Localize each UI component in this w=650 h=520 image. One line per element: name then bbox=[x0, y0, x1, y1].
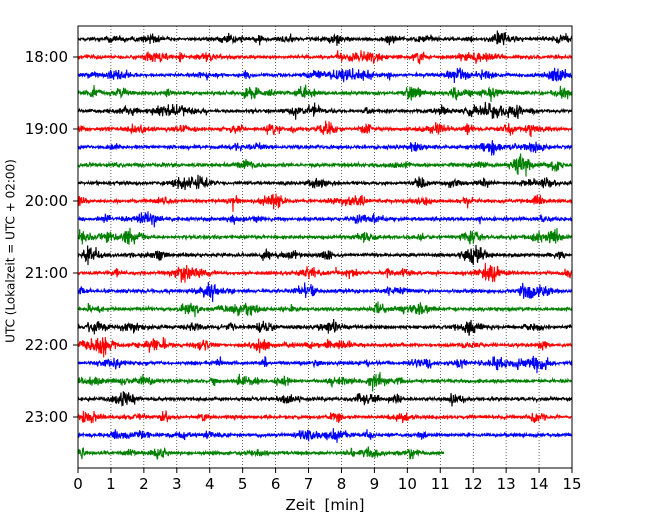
plot-frame bbox=[77, 25, 573, 469]
trace-line bbox=[77, 227, 573, 245]
trace-line bbox=[77, 262, 573, 283]
y-tick-label: 20:00 bbox=[25, 192, 68, 210]
y-axis: 18:00 19:00 20:00 21:00 22:00 23:00 bbox=[25, 48, 78, 426]
trace-line bbox=[77, 84, 573, 102]
trace-line bbox=[77, 372, 573, 392]
x-tick-label: 3 bbox=[172, 475, 182, 493]
y-tick-label: 23:00 bbox=[25, 408, 68, 426]
trace-line bbox=[77, 50, 573, 65]
trace-line bbox=[77, 301, 573, 318]
trace-line bbox=[77, 318, 573, 336]
y-tick-label: 21:00 bbox=[25, 264, 68, 282]
x-axis-label: Zeit [min] bbox=[285, 496, 364, 514]
x-tick-label: 9 bbox=[370, 475, 380, 493]
y-tick-label: 19:00 bbox=[25, 120, 68, 138]
trace-line bbox=[77, 336, 573, 358]
trace-line bbox=[77, 410, 573, 424]
trace-line bbox=[77, 211, 573, 228]
x-tick-label: 1 bbox=[106, 475, 116, 493]
trace-line bbox=[77, 101, 573, 120]
x-tick-label: 13 bbox=[497, 475, 516, 493]
x-tick-label: 5 bbox=[238, 475, 248, 493]
trace-line bbox=[77, 282, 573, 303]
x-tick-label: 10 bbox=[398, 475, 417, 493]
x-tick-label: 6 bbox=[271, 475, 281, 493]
trace-line bbox=[77, 120, 573, 138]
trace-line bbox=[77, 428, 573, 443]
x-tick-label: 12 bbox=[464, 475, 483, 493]
trace-line bbox=[77, 30, 573, 46]
x-axis: 0 1 2 3 4 5 6 7 8 9 10 11 12 13 14 15 bbox=[73, 468, 582, 493]
x-tick-label: 8 bbox=[337, 475, 347, 493]
x-tick-label: 7 bbox=[304, 475, 314, 493]
trace-layer bbox=[77, 30, 573, 460]
x-tick-label: 2 bbox=[139, 475, 149, 493]
trace-line bbox=[77, 193, 573, 212]
x-tick-label: 4 bbox=[205, 475, 215, 493]
trace-line bbox=[77, 355, 573, 374]
trace-line bbox=[77, 67, 573, 84]
y-axis-label: UTC (Lokalzeit = UTC + 02:00) bbox=[4, 159, 18, 343]
trace-line bbox=[77, 446, 445, 460]
trace-line bbox=[77, 140, 573, 156]
x-tick-label: 0 bbox=[73, 475, 83, 493]
y-tick-label: 22:00 bbox=[25, 336, 68, 354]
trace-line bbox=[77, 244, 573, 266]
x-tick-label: 11 bbox=[431, 475, 450, 493]
trace-line bbox=[77, 391, 573, 407]
x-tick-label: 15 bbox=[562, 475, 581, 493]
trace-line bbox=[77, 153, 573, 177]
y-tick-label: 18:00 bbox=[25, 48, 68, 66]
trace-line bbox=[77, 174, 573, 191]
x-tick-label: 14 bbox=[530, 475, 549, 493]
